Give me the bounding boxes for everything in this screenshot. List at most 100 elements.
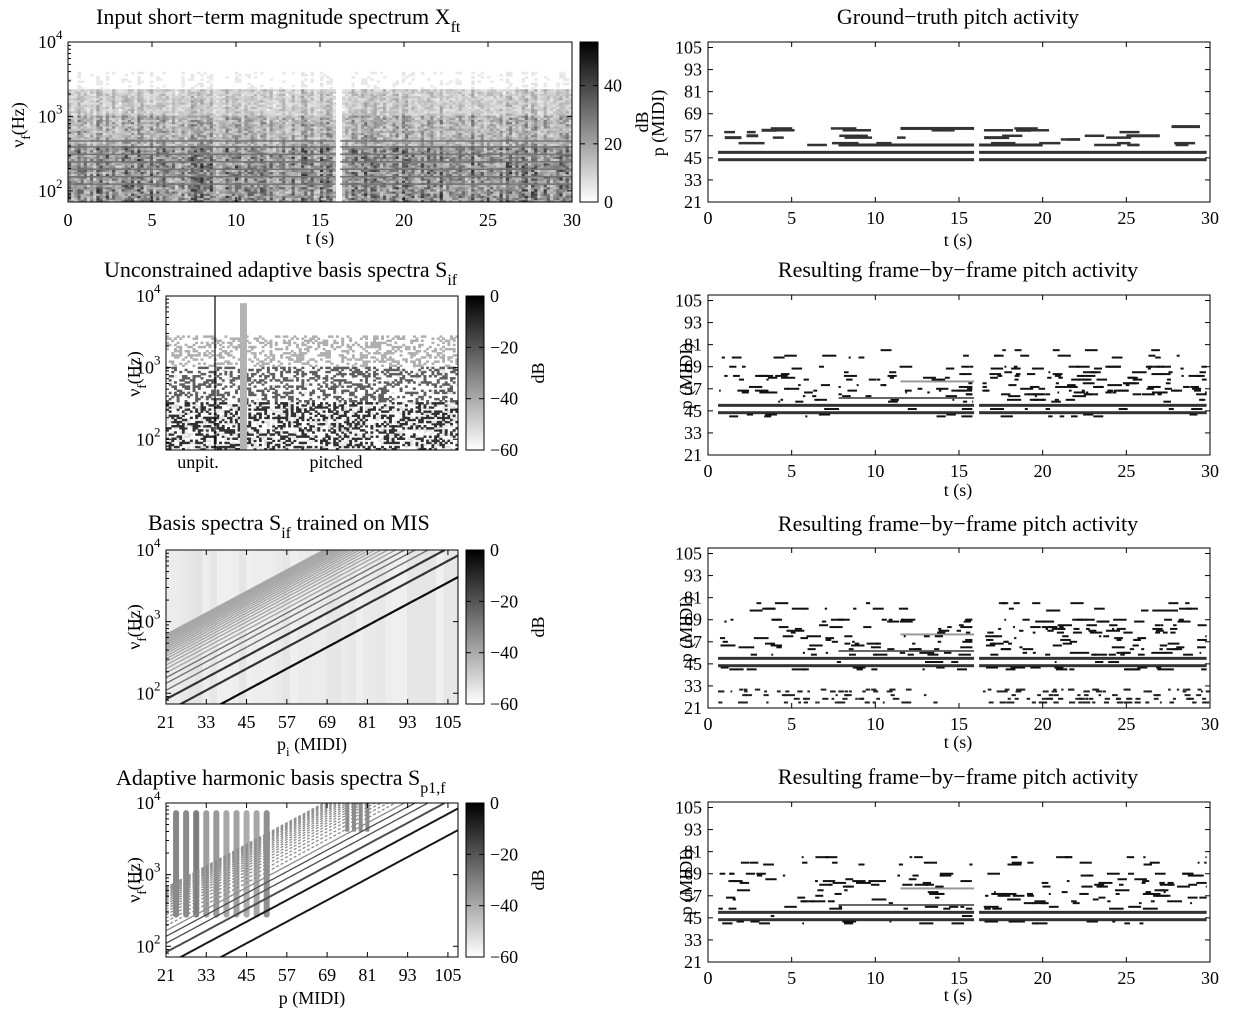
spectrum-cell bbox=[263, 162, 267, 166]
spectrum-cell bbox=[68, 93, 72, 97]
spectrum-cell bbox=[181, 171, 185, 175]
spectrum-cell bbox=[228, 184, 233, 188]
spectrum-cell bbox=[149, 117, 154, 120]
spectrum-cell bbox=[279, 132, 283, 136]
spectrum-cell bbox=[279, 149, 283, 153]
spectrum-cell bbox=[194, 149, 198, 153]
spectrum-cell bbox=[304, 178, 308, 181]
spectrum-cell bbox=[285, 197, 289, 201]
spectrum-cell bbox=[222, 191, 226, 194]
spectrum-cell bbox=[124, 113, 129, 116]
spectrum-cell bbox=[307, 104, 311, 107]
spectrum-cell bbox=[323, 97, 327, 101]
spectrum-cell bbox=[279, 121, 283, 125]
spectrum-cell bbox=[332, 130, 337, 133]
spectrum-cell bbox=[351, 102, 355, 105]
spectrum-cell bbox=[285, 178, 289, 181]
spectrum-cell bbox=[247, 119, 251, 123]
spectrum-cell bbox=[332, 123, 337, 127]
spectrum-cell bbox=[354, 188, 359, 192]
spectrum-cell bbox=[279, 178, 283, 181]
spectrum-cell bbox=[134, 184, 138, 188]
spectrum-cell bbox=[364, 93, 368, 97]
spectrum-cell bbox=[102, 199, 107, 202]
spectrum-cell bbox=[118, 110, 122, 114]
spectrum-cell bbox=[342, 141, 346, 144]
spectrum-cell bbox=[131, 149, 135, 153]
spectrum-cell bbox=[71, 195, 75, 199]
spectrum-cell bbox=[231, 152, 236, 155]
spectrum-cell bbox=[77, 171, 81, 175]
spectrum-cell bbox=[134, 99, 138, 103]
spectrum-cell bbox=[203, 191, 207, 194]
spectrum-cell bbox=[301, 193, 305, 196]
spectrum-cell bbox=[323, 113, 327, 116]
spectrum-cell bbox=[257, 162, 261, 166]
spectrum-cell bbox=[345, 128, 349, 131]
spectrum-cell bbox=[194, 188, 198, 192]
spectrum-cell bbox=[288, 143, 292, 146]
spectrum-cell bbox=[127, 149, 132, 153]
spectrum-cell bbox=[332, 191, 337, 194]
spectrum-cell bbox=[216, 191, 220, 194]
spectrum-cell bbox=[187, 188, 192, 192]
spectrum-cell bbox=[364, 188, 368, 192]
spectrum-cell bbox=[200, 95, 204, 99]
spectrum-cell bbox=[80, 132, 85, 136]
spectrum-cell bbox=[184, 110, 188, 114]
spectrum-cell bbox=[212, 169, 217, 173]
spectrum-cell bbox=[348, 128, 352, 131]
spectrum-cell bbox=[203, 106, 207, 110]
input-spectrum-panel: Input short−term magnitude spectrum Xft … bbox=[8, 4, 652, 249]
spectrum-cell bbox=[269, 191, 274, 194]
spectrum-cell bbox=[304, 130, 308, 133]
spectrum-cell bbox=[247, 193, 251, 196]
spectrum-cell bbox=[367, 162, 371, 166]
spectrum-cell bbox=[260, 113, 264, 116]
spectrum-cell bbox=[367, 136, 371, 140]
spectrum-cell bbox=[257, 123, 261, 127]
spectrum-cell bbox=[234, 188, 239, 192]
spectrum-cell bbox=[93, 104, 97, 107]
spectrum-cell bbox=[165, 141, 170, 144]
spectrum-cell bbox=[124, 89, 129, 92]
spectrum-cell bbox=[316, 93, 321, 97]
spectrum-cell bbox=[124, 119, 129, 123]
spectrum-cell bbox=[307, 117, 311, 120]
spectrum-cell bbox=[288, 130, 292, 133]
spectrum-cell bbox=[313, 89, 318, 92]
spectrum-cell bbox=[241, 178, 245, 181]
spectrum-cell bbox=[178, 99, 182, 103]
spectrum-cell bbox=[291, 178, 296, 181]
spectrum-cell bbox=[316, 115, 321, 118]
spectrum-cell bbox=[351, 126, 355, 129]
spectrum-cell bbox=[304, 195, 308, 199]
spectrum-cell bbox=[115, 158, 119, 162]
spectrum-cell bbox=[83, 169, 88, 173]
spectrum-cell bbox=[234, 152, 239, 155]
spectrum-cell bbox=[190, 156, 195, 159]
spectrum-cell bbox=[93, 171, 97, 175]
spectrum-cell bbox=[86, 184, 91, 188]
spectrum-cell bbox=[124, 162, 129, 166]
spectrum-cell bbox=[291, 188, 296, 192]
spectrum-cell bbox=[364, 186, 368, 190]
spectrum-cell bbox=[134, 132, 138, 136]
spectrum-cell bbox=[86, 121, 91, 125]
spectrum-cell bbox=[171, 119, 176, 123]
spectrum-cell bbox=[342, 178, 346, 181]
spectrum-cell bbox=[222, 110, 226, 114]
spectrum-cell bbox=[105, 149, 110, 153]
spectrum-cell bbox=[178, 132, 182, 136]
spectrum-cell bbox=[190, 126, 195, 129]
spectrum-cell bbox=[80, 195, 85, 199]
spectrum-cell bbox=[348, 132, 352, 136]
spectrum-cell bbox=[225, 143, 229, 146]
spectrum-cell bbox=[360, 180, 365, 183]
spectrum-cell bbox=[83, 197, 88, 201]
spectrum-cell bbox=[348, 180, 352, 183]
spectrum-cell bbox=[279, 113, 283, 116]
spectrum-cell bbox=[316, 147, 321, 151]
spectrum-cell bbox=[231, 110, 236, 114]
spectrum-cell bbox=[297, 95, 302, 99]
